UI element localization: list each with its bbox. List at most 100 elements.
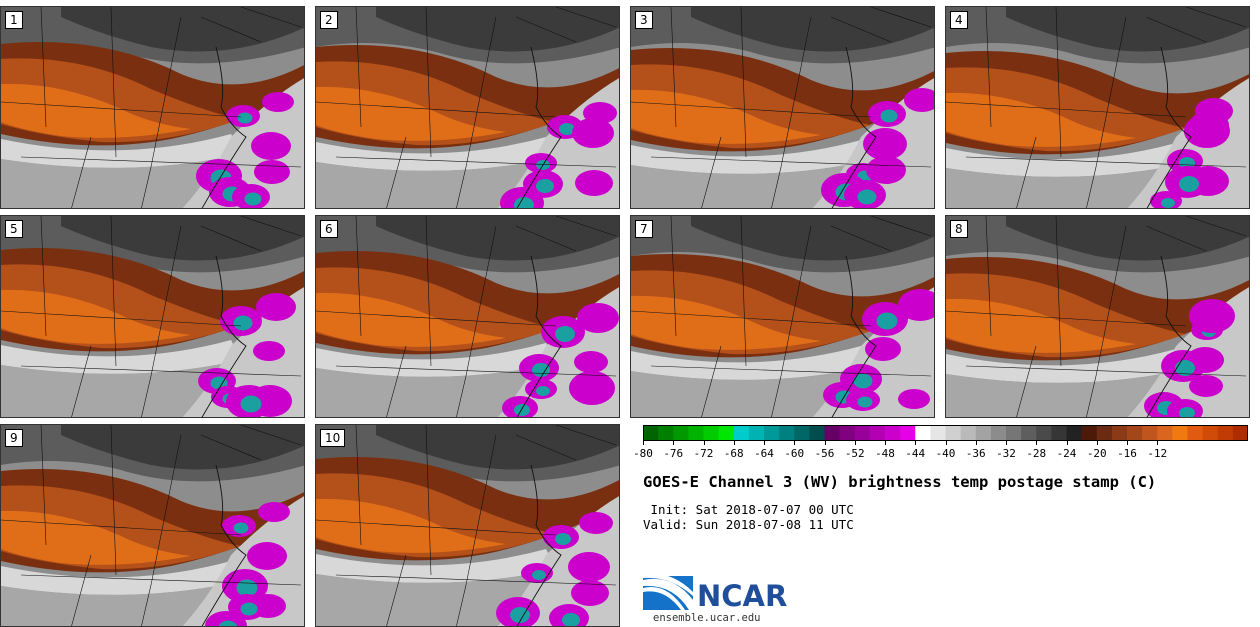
map-panel-3: 3 [630, 6, 935, 209]
colorbar-bin [1066, 425, 1083, 441]
map-panel-6: 6 [315, 215, 620, 418]
colorbar-tick-label: -64 [754, 447, 774, 460]
colorbar-tickmark [1127, 441, 1128, 445]
colorbar-bin [1051, 425, 1068, 441]
colorbar-bin [809, 425, 826, 441]
panel-number-label: 7 [635, 220, 653, 238]
map-panel-8: 8 [945, 215, 1250, 418]
colorbar-tickmark [1066, 441, 1068, 445]
colorbar-bin [703, 425, 720, 441]
colorbar-bin [975, 425, 992, 441]
colorbar-bin [1021, 425, 1037, 441]
panel-number-label: 8 [950, 220, 968, 238]
colorbar-tickmark [885, 441, 886, 445]
colorbar-bin [688, 425, 705, 441]
colorbar-bin [1172, 425, 1189, 441]
colorbar-tick-label: -12 [1147, 447, 1168, 460]
map-panel-4: 4 [945, 6, 1250, 209]
colorbar-bin [764, 425, 780, 441]
colorbar-tick-label: -24 [1056, 447, 1077, 460]
colorbar [643, 425, 1248, 441]
panel-number-label: 5 [5, 220, 23, 238]
panel-number-label: 2 [320, 11, 338, 29]
map-panel-1: 1 [0, 6, 305, 209]
colorbar-tickmark [975, 441, 977, 445]
map-panel-2: 2 [315, 6, 620, 209]
colorbar-bin [990, 425, 1007, 441]
colorbar-tickmark [854, 441, 856, 445]
ncar-logo-text: NCAR [697, 579, 788, 613]
colorbar-bin [794, 425, 810, 441]
panel-number-label: 9 [5, 429, 23, 447]
colorbar-bin [643, 425, 659, 441]
panel-number-label: 3 [635, 11, 653, 29]
colorbar-tickmark [1096, 441, 1098, 445]
colorbar-bin [1142, 425, 1158, 441]
colorbar-tick-label: -72 [693, 447, 714, 460]
colorbar-bin [915, 425, 931, 441]
colorbar-tick-label: -52 [844, 447, 865, 460]
colorbar-tick-label: -56 [814, 447, 835, 460]
colorbar-tick-label: -36 [965, 447, 986, 460]
colorbar-tick-label: -60 [784, 447, 805, 460]
site-url: ensemble.ucar.edu [653, 612, 761, 624]
panel-number-label: 4 [950, 11, 968, 29]
map-panel-7: 7 [630, 215, 935, 418]
colorbar-ticks: -80 -76 -72 -68 -64 -60 -56 -52 -48 -44 -40 -36 -32-… [633, 441, 1248, 461]
colorbar-tickmark [1157, 441, 1159, 445]
colorbar-tickmark [733, 441, 735, 445]
colorbar-tick-label: -28 [1026, 447, 1047, 460]
colorbar-bin [869, 425, 886, 441]
colorbar-tickmark [673, 441, 675, 445]
colorbar-bin [885, 425, 901, 441]
colorbar-bin [930, 425, 947, 441]
valid-time: Valid: Sun 2018-07-08 11 UTC [643, 517, 854, 532]
colorbar-bin [733, 425, 750, 441]
colorbar-bin [1081, 425, 1098, 441]
colorbar-bin [824, 425, 841, 441]
colorbar-bin [854, 425, 871, 441]
colorbar-bin [960, 425, 977, 441]
colorbar-tickmark [945, 441, 947, 445]
colorbar-bin [1036, 425, 1052, 441]
colorbar-tick-label: -80 [633, 447, 653, 460]
colorbar-bin [1096, 425, 1113, 441]
colorbar-tick-label: -48 [875, 447, 895, 460]
colorbar-bin [1111, 425, 1128, 441]
ncar-logo-icon [643, 573, 693, 610]
colorbar-bin [658, 425, 674, 441]
colorbar-bin [673, 425, 689, 441]
colorbar-tickmark [643, 441, 644, 445]
colorbar-border [643, 425, 1248, 441]
map-panel-10: 10 [315, 424, 620, 627]
colorbar-tick-label: -32 [996, 447, 1016, 460]
figure-title: GOES-E Channel 3 (WV) brightness temp po… [643, 473, 1157, 491]
colorbar-bin [1006, 425, 1022, 441]
colorbar-tickmark [824, 441, 826, 445]
colorbar-bin [1232, 425, 1248, 441]
colorbar-tick-label: -44 [905, 447, 926, 460]
colorbar-bin [1202, 425, 1219, 441]
init-time: Init: Sat 2018-07-07 00 UTC [643, 502, 854, 517]
colorbar-tick-label: -16 [1117, 447, 1137, 460]
colorbar-bin [779, 425, 795, 441]
colorbar-bin [1217, 425, 1234, 441]
colorbar-tick-label: -40 [935, 447, 956, 460]
colorbar-bin [1187, 425, 1204, 441]
map-panel-9: 9 [0, 424, 305, 627]
colorbar-bin [1157, 425, 1173, 441]
colorbar-tick-label: -20 [1086, 447, 1107, 460]
colorbar-bin [900, 425, 916, 441]
colorbar-tick-label: -76 [663, 447, 684, 460]
colorbar-tickmark [1006, 441, 1007, 445]
panel-number-label: 6 [320, 220, 338, 238]
colorbar-bin [748, 425, 765, 441]
colorbar-bin [1127, 425, 1143, 441]
colorbar-tickmark [1036, 441, 1038, 445]
colorbar-tickmark [794, 441, 796, 445]
colorbar-tickmark [764, 441, 765, 445]
colorbar-tickmark [915, 441, 917, 445]
colorbar-bin [945, 425, 962, 441]
colorbar-tick-label: -68 [723, 447, 744, 460]
panel-number-label: 10 [320, 429, 346, 447]
